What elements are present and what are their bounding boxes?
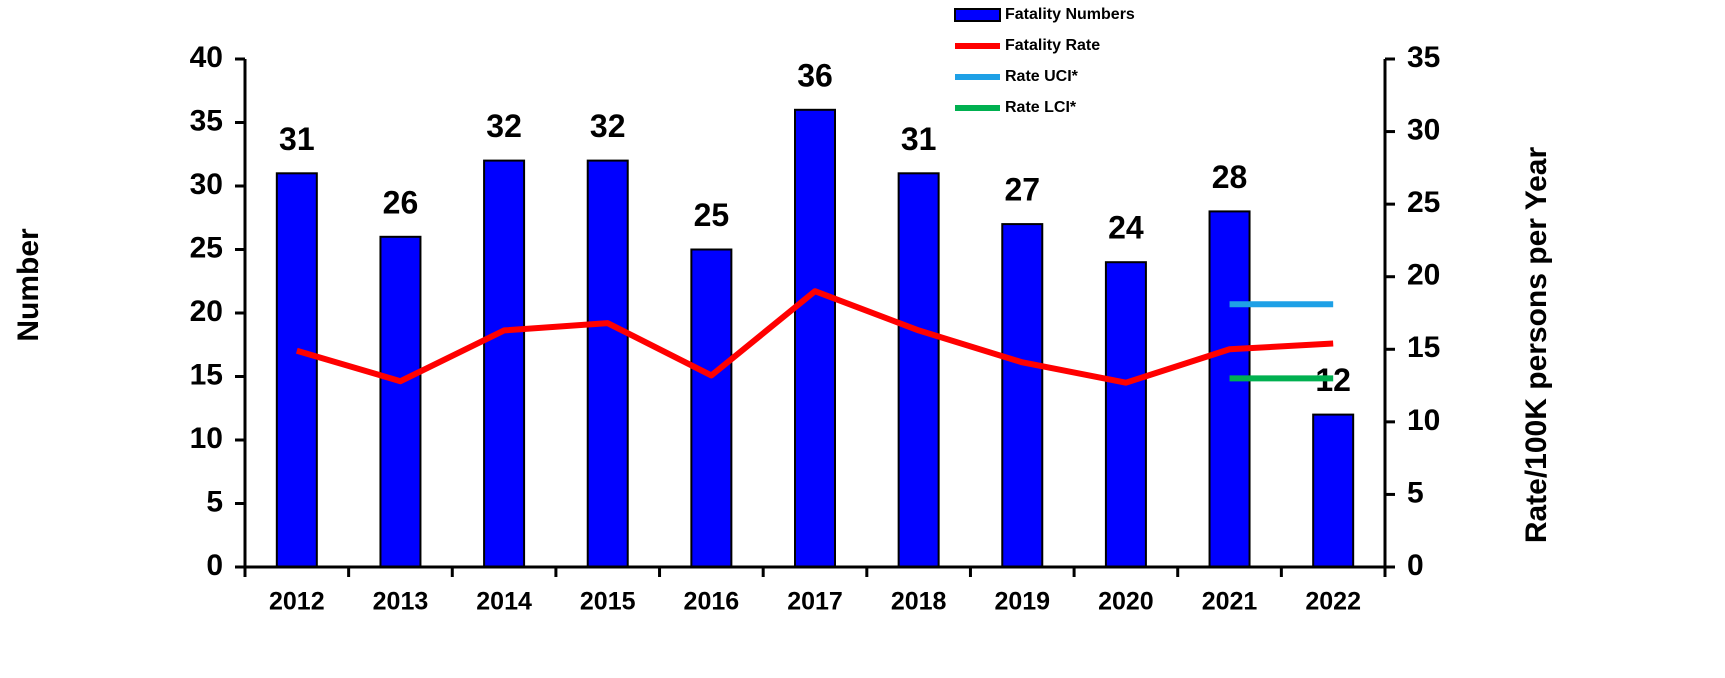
bar — [1104, 261, 1147, 568]
data-label: 32 — [590, 108, 626, 144]
y2-tick-label: 15 — [1407, 331, 1440, 364]
bar — [379, 235, 422, 569]
x-tick-label: 2017 — [787, 588, 843, 616]
x-tick-label: 2018 — [891, 588, 947, 616]
y2-tick-label: 5 — [1407, 476, 1424, 509]
y2-tick-label: 35 — [1407, 41, 1440, 74]
legend-label: Fatality Rate — [1005, 37, 1100, 54]
data-label: 31 — [901, 121, 937, 157]
y-tick-label: 10 — [190, 422, 223, 455]
y2-tick-label: 30 — [1407, 113, 1440, 146]
bar — [1001, 223, 1044, 568]
y-tick-label: 40 — [190, 41, 223, 74]
bar — [275, 172, 318, 569]
y-tick-label: 15 — [190, 358, 223, 391]
y-tick-label: 35 — [190, 104, 223, 137]
bar — [1312, 413, 1355, 568]
x-tick-label: 2014 — [476, 588, 532, 616]
data-label: 26 — [383, 184, 419, 220]
data-label: 36 — [797, 57, 833, 93]
x-tick-label: 2021 — [1202, 588, 1258, 616]
legend-label: Fatality Numbers — [1005, 6, 1135, 23]
x-tick-label: 2019 — [994, 588, 1050, 616]
y2-axis-title: Rate/100K persons per Year — [1520, 147, 1553, 544]
bar — [1208, 210, 1251, 568]
bar — [586, 159, 629, 568]
x-tick-label: 2013 — [373, 588, 429, 616]
bar — [483, 159, 526, 568]
y2-tick-label: 25 — [1407, 186, 1440, 219]
y-tick-label: 20 — [190, 295, 223, 328]
y2-tick-label: 10 — [1407, 404, 1440, 437]
x-tick-label: 2012 — [269, 588, 325, 616]
y-axis-title: Number — [12, 228, 45, 342]
y-tick-label: 0 — [206, 549, 223, 582]
x-tick-label: 2020 — [1098, 588, 1154, 616]
x-tick-label: 2016 — [684, 588, 740, 616]
x-tick-label: 2015 — [580, 588, 636, 616]
y2-tick-label: 0 — [1407, 549, 1424, 582]
legend-swatch — [954, 8, 1001, 22]
bar — [794, 108, 836, 569]
y-tick-label: 25 — [190, 231, 223, 264]
line — [295, 288, 1334, 386]
x-tick-label: 2022 — [1305, 588, 1361, 616]
data-label: 31 — [279, 121, 315, 157]
bar — [897, 172, 940, 569]
legend-label: Rate UCI* — [1005, 68, 1079, 85]
bar — [690, 248, 733, 568]
data-label: 32 — [486, 108, 522, 144]
y2-tick-label: 20 — [1407, 259, 1440, 292]
data-label: 27 — [1004, 172, 1040, 208]
y-tick-label: 30 — [190, 168, 223, 201]
data-label: 24 — [1108, 210, 1144, 246]
data-label: 25 — [694, 197, 730, 233]
legend-label: Rate LCI* — [1005, 99, 1077, 116]
data-label: 28 — [1212, 159, 1248, 195]
y-tick-label: 5 — [206, 485, 223, 518]
